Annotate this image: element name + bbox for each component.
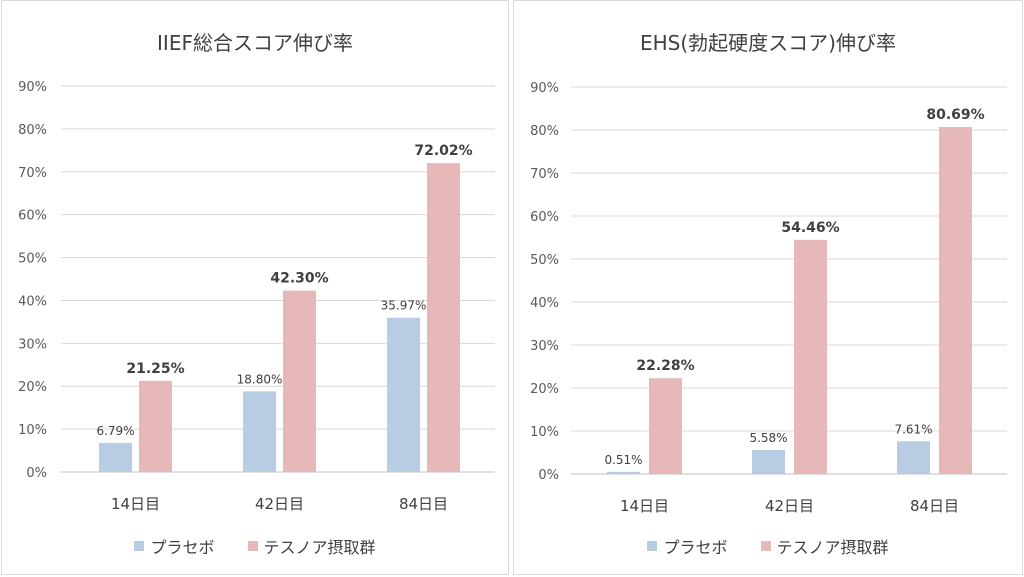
bar-placebo — [607, 471, 640, 474]
legend-item-placebo: プラセボ — [647, 534, 727, 558]
bar-tesunoa — [649, 378, 682, 474]
chart-panel-ehs: EHS(勃起硬度スコア)伸び率 0% 10% 20% 30% 40% 50% 60% 70% 8… — [513, 0, 1023, 575]
y-tick-label: 90% — [530, 81, 559, 96]
legend-swatch-tesunoa — [760, 541, 771, 551]
bar-placebo — [752, 450, 785, 474]
legend-item-tesunoa: テスノア摂取群 — [247, 534, 376, 558]
bar-placebo — [897, 441, 930, 474]
legend-swatch-placebo — [647, 541, 658, 551]
legend-swatch-tesunoa — [247, 541, 258, 551]
y-tick-label: 0% — [26, 466, 47, 481]
y-tick-label: 10% — [530, 425, 559, 440]
bar-tesunoa — [794, 239, 827, 474]
y-tick-label: 70% — [18, 166, 47, 181]
x-category-label: 14日目 — [620, 497, 669, 515]
bar-chart-ehs: 0% 10% 20% 30% 40% 50% 60% 70% 80% 90% 0.51% 22.28%… — [530, 81, 1007, 515]
bar-placebo — [243, 391, 276, 472]
chart-legend: プラセボ テスノア摂取群 — [514, 534, 1022, 558]
y-tick-label: 80% — [18, 123, 47, 138]
bar-chart-iief: 0% 10% 20% 30% 40% 50% 60% 70% 80% 90% 6.79% 21.25%… — [18, 80, 495, 513]
y-tick-label: 20% — [530, 382, 559, 397]
data-label-placebo: 18.80% — [237, 372, 283, 386]
x-category-label: 42日目 — [765, 497, 814, 515]
y-tick-label: 80% — [530, 124, 559, 139]
data-label-tesunoa: 21.25% — [126, 361, 184, 377]
data-label-tesunoa: 72.02% — [414, 143, 472, 159]
chart-legend: プラセボ テスノア摂取群 — [2, 534, 508, 558]
legend-label-tesunoa: テスノア摂取群 — [776, 538, 889, 557]
y-tick-label: 20% — [18, 380, 47, 395]
y-tick-label: 10% — [18, 423, 47, 438]
legend-label-placebo: プラセボ — [150, 538, 215, 557]
data-label-tesunoa: 42.30% — [270, 271, 328, 287]
y-tick-label: 40% — [530, 296, 559, 311]
y-tick-label: 40% — [18, 294, 47, 309]
bar-tesunoa — [939, 127, 972, 475]
data-label-placebo: 35.97% — [381, 299, 427, 313]
bar-placebo — [387, 317, 420, 472]
legend-label-tesunoa: テスノア摂取群 — [263, 538, 376, 557]
y-tick-label: 50% — [530, 253, 559, 268]
y-tick-label: 30% — [530, 339, 559, 354]
data-label-placebo: 6.79% — [96, 424, 134, 438]
x-category-label: 84日目 — [910, 497, 959, 515]
x-category-label: 84日目 — [399, 495, 448, 513]
y-tick-label: 90% — [18, 80, 47, 95]
legend-item-placebo: プラセボ — [134, 534, 214, 558]
bar-tesunoa — [427, 163, 460, 472]
x-category-label: 42日目 — [255, 495, 304, 513]
bar-tesunoa — [139, 380, 172, 472]
data-label-tesunoa: 80.69% — [926, 107, 984, 123]
y-tick-label: 30% — [18, 337, 47, 352]
x-category-label: 14日目 — [111, 495, 160, 513]
chart-title: EHS(勃起硬度スコア)伸び率 — [640, 31, 896, 55]
legend-label-placebo: プラセボ — [663, 538, 728, 557]
legend-item-tesunoa: テスノア摂取群 — [760, 534, 889, 558]
data-label-placebo: 0.51% — [604, 453, 642, 467]
data-label-tesunoa: 54.46% — [781, 220, 839, 236]
chart-title: IIEF総合スコア伸び率 — [157, 31, 353, 55]
y-tick-label: 50% — [18, 252, 47, 267]
legend-swatch-placebo — [134, 541, 145, 551]
chart-panel-iief: IIEF総合スコア伸び率 0% 10% 20% 30% 40% 50% 60% 70% 80% 9… — [1, 0, 509, 575]
data-label-tesunoa: 22.28% — [636, 358, 694, 374]
data-label-placebo: 7.61% — [894, 422, 932, 436]
y-tick-label: 60% — [530, 210, 559, 225]
y-tick-label: 0% — [538, 468, 559, 483]
y-tick-label: 60% — [18, 209, 47, 224]
bar-placebo — [99, 442, 132, 472]
bar-tesunoa — [283, 290, 316, 472]
y-tick-label: 70% — [530, 167, 559, 182]
data-label-placebo: 5.58% — [749, 431, 787, 445]
